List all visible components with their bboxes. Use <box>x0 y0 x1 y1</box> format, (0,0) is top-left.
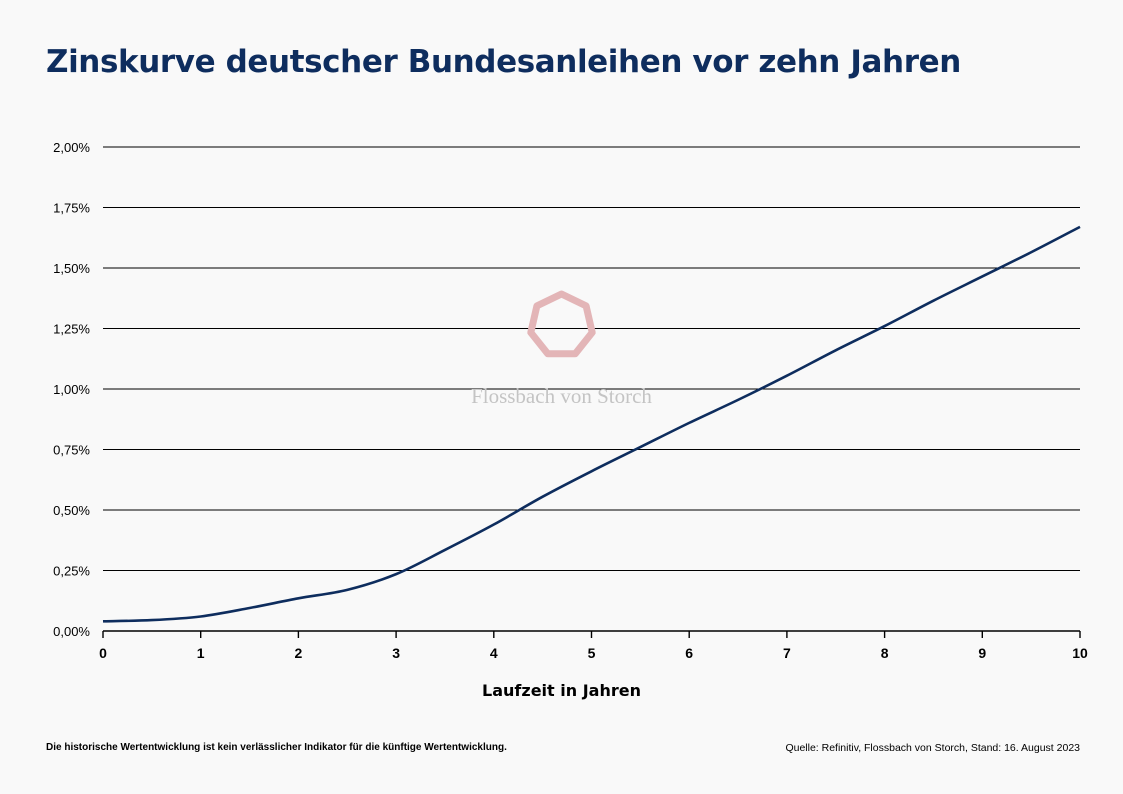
y-tick-label: 0,50% <box>53 503 90 518</box>
x-tick-label: 7 <box>783 645 791 661</box>
y-tick-label: 0,25% <box>53 564 90 579</box>
chart-title: Zinskurve deutscher Bundesanleihen vor z… <box>46 44 961 80</box>
watermark-text: Flossbach von Storch <box>471 384 652 408</box>
y-tick-label: 1,75% <box>53 201 90 216</box>
y-tick-label: 0,75% <box>53 443 90 458</box>
watermark: Flossbach von Storch <box>471 290 652 408</box>
x-axis-label: Laufzeit in Jahren <box>482 681 641 700</box>
x-axis-ticks: 0 1 2 3 4 5 6 7 8 9 10 <box>99 631 1088 661</box>
x-tick-label: 9 <box>978 645 986 661</box>
y-tick-label: 1,00% <box>53 382 90 397</box>
y-tick-label: 0,00% <box>53 624 90 639</box>
x-tick-label: 4 <box>490 645 498 661</box>
x-tick-label: 10 <box>1072 645 1088 661</box>
x-tick-label: 8 <box>881 645 889 661</box>
yield-curve-line <box>102 225 1081 623</box>
source-note: Quelle: Refinitiv, Flossbach von Storch,… <box>785 742 1080 754</box>
x-tick-label: 2 <box>295 645 303 661</box>
chart-area: Flossbach von Storch 0,00% 0,25% 0,50% 0,75… <box>53 140 1088 700</box>
x-tick-label: 1 <box>197 645 205 661</box>
series-group <box>102 225 1081 623</box>
x-tick-label: 0 <box>99 645 107 661</box>
x-tick-label: 6 <box>685 645 693 661</box>
y-tick-label: 1,25% <box>53 322 90 337</box>
y-tick-label: 2,00% <box>53 140 90 155</box>
heptagon-logo-icon <box>527 290 596 358</box>
y-tick-label: 1,50% <box>53 261 90 276</box>
x-tick-label: 5 <box>588 645 596 661</box>
y-axis-ticks: 0,00% 0,25% 0,50% 0,75% 1,00% 1,25% 1,50% 1,75%… <box>53 140 90 639</box>
disclaimer-footnote: Die historische Wertentwicklung ist kein… <box>46 742 507 753</box>
x-tick-label: 3 <box>392 645 400 661</box>
